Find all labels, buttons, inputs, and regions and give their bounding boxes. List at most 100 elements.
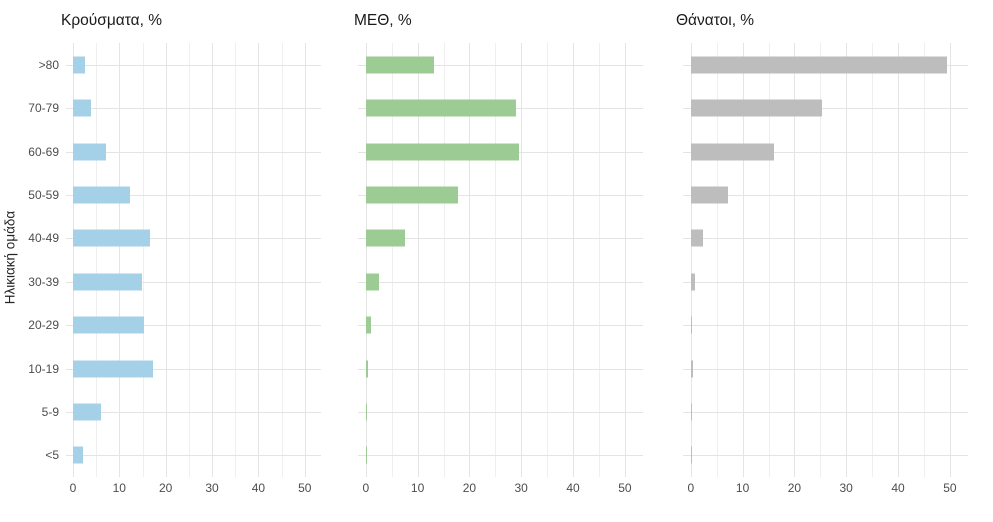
y-tick-label: 60-69 [28, 144, 59, 159]
y-tick-label: 5-9 [41, 404, 59, 419]
bar-10-19 [365, 360, 369, 377]
gridline-row [683, 281, 968, 283]
gridline-major [690, 43, 692, 477]
gridline-row [358, 281, 643, 283]
gridline-minor [391, 43, 393, 477]
gridline-minor [495, 43, 497, 477]
gridline-minor [96, 43, 98, 477]
gridline-major [521, 43, 523, 477]
gridline-major [624, 43, 626, 477]
panel-title-icu: ΜΕΘ, % [354, 12, 412, 29]
x-tick-label: 40 [891, 481, 905, 495]
gridline-minor [142, 43, 144, 477]
gridline-major [417, 43, 419, 477]
bar-40-49 [73, 229, 150, 247]
y-tick-label: 50-59 [28, 187, 59, 202]
bar-<5 [73, 446, 84, 464]
y-tick-label: <5 [45, 448, 59, 463]
gridline-row [358, 411, 643, 413]
gridline-row [66, 325, 321, 327]
bar-60-69 [73, 143, 107, 160]
gridline-row [66, 194, 321, 196]
gridline-minor [716, 43, 718, 477]
bar->80 [73, 56, 86, 74]
gridline-row [66, 108, 321, 110]
gridline-row [358, 368, 643, 370]
gridline-major [898, 43, 899, 477]
bar-5-9 [365, 403, 367, 421]
gridline-row [66, 281, 321, 283]
x-tick-label: 0 [687, 481, 695, 495]
gridline-minor [872, 43, 874, 477]
gridline-minor [281, 43, 283, 477]
bar-30-39 [365, 273, 380, 291]
bar-20-29 [365, 316, 372, 334]
gridline-major [212, 43, 213, 477]
x-tick-label: 10 [735, 481, 750, 495]
gridline-major [846, 43, 848, 477]
gridline-major [73, 43, 74, 477]
gridline-major [365, 43, 367, 477]
x-tick-label: 40 [566, 481, 580, 495]
gridline-minor [820, 43, 822, 477]
bar->80 [690, 56, 947, 74]
gridline-row [683, 108, 968, 110]
y-tick-label: 70-79 [28, 101, 59, 116]
x-tick-label: 50 [298, 481, 312, 495]
x-tick-label: 10 [410, 481, 425, 495]
bar-40-49 [690, 229, 703, 247]
gridline-row [66, 238, 321, 240]
gridline-major [258, 43, 260, 477]
gridline-major [949, 43, 951, 477]
y-tick-label: 30-39 [28, 274, 59, 289]
bar-70-79 [690, 99, 823, 117]
gridline-major [304, 43, 306, 477]
gridline-row [66, 455, 321, 457]
bar-10-19 [73, 360, 154, 377]
gridline-major [165, 43, 167, 477]
panel-title-cases: Κρούσματα, % [61, 12, 162, 29]
bar-50-59 [690, 186, 728, 204]
gridline-row [683, 325, 968, 327]
chart-panel-3 [683, 43, 968, 477]
x-tick-label: 20 [462, 481, 477, 495]
x-tick-label: 50 [943, 481, 957, 495]
y-tick-label: 20-29 [28, 318, 59, 333]
bar-60-69 [365, 143, 520, 160]
gridline-minor [768, 43, 770, 477]
gridline-major [119, 43, 121, 477]
bar-20-29 [73, 316, 144, 334]
gridline-row [683, 455, 968, 457]
gridline-row [358, 325, 643, 327]
gridline-row [66, 151, 321, 153]
gridline-minor [599, 43, 600, 477]
x-tick-label: 0 [69, 481, 77, 495]
gridline-major [573, 43, 574, 477]
x-tick-label: 10 [112, 481, 126, 495]
bar-70-79 [73, 99, 91, 117]
x-tick-label: 40 [251, 481, 266, 495]
gridline-row [683, 238, 968, 240]
y-axis-title: Ηλικιακή ομάδα [2, 210, 18, 305]
gridline-row [683, 151, 968, 153]
x-tick-label: 30 [839, 481, 853, 495]
x-tick-label: 0 [362, 481, 370, 495]
bar-<5 [365, 446, 368, 464]
x-tick-label: 50 [618, 481, 632, 495]
gridline-minor [924, 43, 925, 477]
gridline-row [358, 238, 643, 240]
gridline-major [469, 43, 471, 477]
bar-50-59 [73, 186, 130, 204]
y-tick-label: 10-19 [28, 361, 59, 376]
gridline-row [358, 64, 643, 66]
y-tick-label: 40-49 [28, 231, 59, 246]
gridline-row [66, 368, 321, 370]
bar-10-19 [690, 360, 693, 377]
bar-<5 [690, 446, 692, 464]
chart-panel-1 [66, 43, 321, 477]
bar-20-29 [690, 316, 693, 334]
x-tick-label: 30 [514, 481, 528, 495]
gridline-minor [235, 43, 237, 477]
bar-60-69 [690, 143, 774, 160]
